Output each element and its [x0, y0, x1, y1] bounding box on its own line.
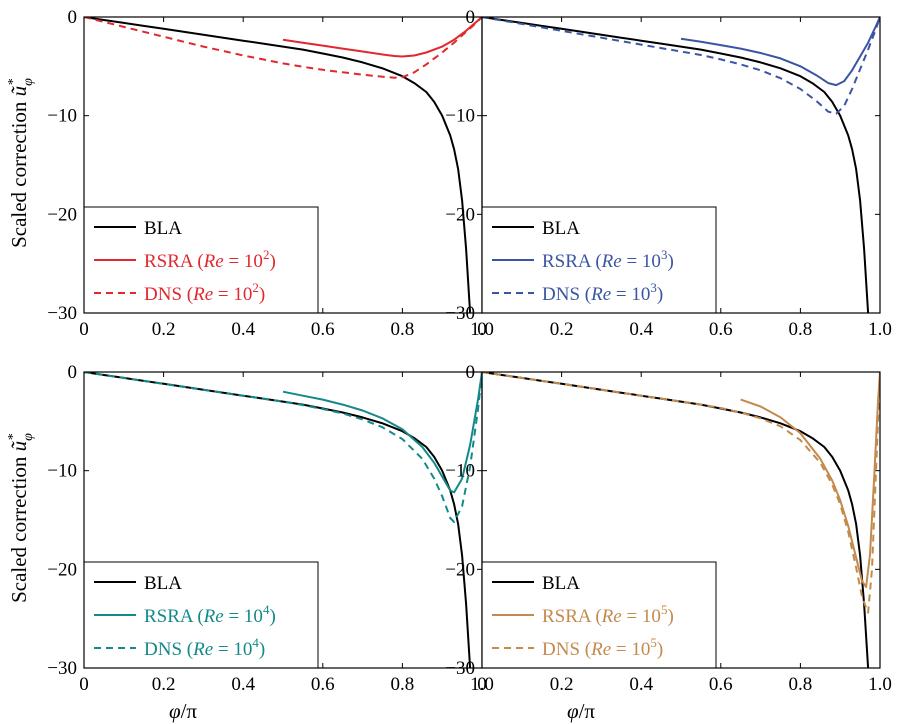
x-tick-label: 0.6 — [311, 319, 335, 340]
series-line-bla — [84, 17, 472, 313]
series-line-rsra — [282, 17, 482, 58]
x-tick-label: 0.6 — [709, 319, 733, 340]
series-group — [84, 372, 482, 668]
x-tick-label: 0.6 — [709, 674, 733, 695]
series-line-bla — [482, 17, 870, 313]
series-line-dns — [482, 372, 880, 614]
x-tick-label: 0.8 — [789, 674, 813, 695]
series-group — [482, 17, 880, 313]
y-tick-label: −30 — [47, 303, 77, 324]
x-tick-label: 0.8 — [391, 674, 415, 695]
x-tick-label: 0.4 — [629, 674, 653, 695]
y-tick-label: −20 — [445, 204, 475, 225]
x-tick-label: 1.0 — [868, 319, 892, 340]
y-axis-label-bottom: Scaled correction ũ*φ — [6, 433, 36, 603]
x-axis-label-right: φ/π — [567, 699, 595, 723]
y-tick-label: −10 — [47, 461, 77, 482]
series-line-dns — [84, 372, 482, 523]
y-tick-label: 0 — [466, 362, 476, 383]
y-tick-label: −10 — [445, 461, 475, 482]
series-line-rsra — [282, 372, 482, 494]
y-axis-label-top: Scaled correction ũ*φ — [6, 78, 36, 248]
legend-label: DNS (Re = 103) — [542, 280, 663, 305]
x-tick-label: 0.2 — [550, 674, 574, 695]
x-tick-label: 1.0 — [470, 674, 494, 695]
y-tick-label: 0 — [466, 7, 476, 28]
legend-label: RSRA (Re = 103) — [542, 247, 674, 272]
x-tick-label: 0.8 — [391, 319, 415, 340]
series-line-dns — [84, 17, 482, 79]
x-tick-label: 0.4 — [629, 319, 653, 340]
plot-frame — [481, 16, 881, 314]
x-tick-label: 1.0 — [868, 674, 892, 695]
legend-label: RSRA (Re = 105) — [542, 602, 674, 627]
y-tick-label: −10 — [47, 106, 77, 127]
y-tick-label: −20 — [445, 559, 475, 580]
x-tick-label: 0 — [79, 674, 89, 695]
y-tick-label: −30 — [445, 303, 475, 324]
legend-label: BLA — [542, 218, 580, 239]
legend-label: BLA — [542, 573, 580, 594]
legend-label: RSRA (Re = 102) — [144, 247, 276, 272]
legend-label: DNS (Re = 102) — [144, 280, 265, 305]
x-tick-label: 1.0 — [470, 319, 494, 340]
x-tick-label: 0.4 — [231, 319, 255, 340]
x-tick-label: 0 — [79, 319, 89, 340]
legend-label: DNS (Re = 105) — [542, 635, 663, 660]
x-tick-label: 0.8 — [789, 319, 813, 340]
y-tick-label: −30 — [445, 658, 475, 679]
series-line-dns — [482, 17, 880, 115]
plot-frame — [481, 371, 881, 669]
x-tick-label: 0.2 — [152, 319, 176, 340]
series-line-rsra — [680, 17, 880, 87]
series-group — [482, 372, 880, 668]
x-tick-label: 0.2 — [550, 319, 574, 340]
y-tick-label: 0 — [68, 362, 78, 383]
legend-label: DNS (Re = 104) — [144, 635, 265, 660]
series-line-rsra — [740, 372, 880, 589]
legend-label: BLA — [144, 573, 182, 594]
y-tick-label: 0 — [68, 7, 78, 28]
y-tick-label: −10 — [445, 106, 475, 127]
legend-label: BLA — [144, 218, 182, 239]
x-tick-label: 0 — [477, 319, 487, 340]
x-tick-label: 0 — [477, 674, 487, 695]
y-tick-label: −20 — [47, 204, 77, 225]
x-axis-label-left: φ/π — [169, 699, 197, 723]
legend-label: RSRA (Re = 104) — [144, 602, 276, 627]
x-tick-label: 0.2 — [152, 674, 176, 695]
y-tick-label: −20 — [47, 559, 77, 580]
x-tick-label: 0.6 — [311, 674, 335, 695]
y-tick-label: −30 — [47, 658, 77, 679]
series-group — [84, 17, 482, 313]
x-tick-label: 0.4 — [231, 674, 255, 695]
